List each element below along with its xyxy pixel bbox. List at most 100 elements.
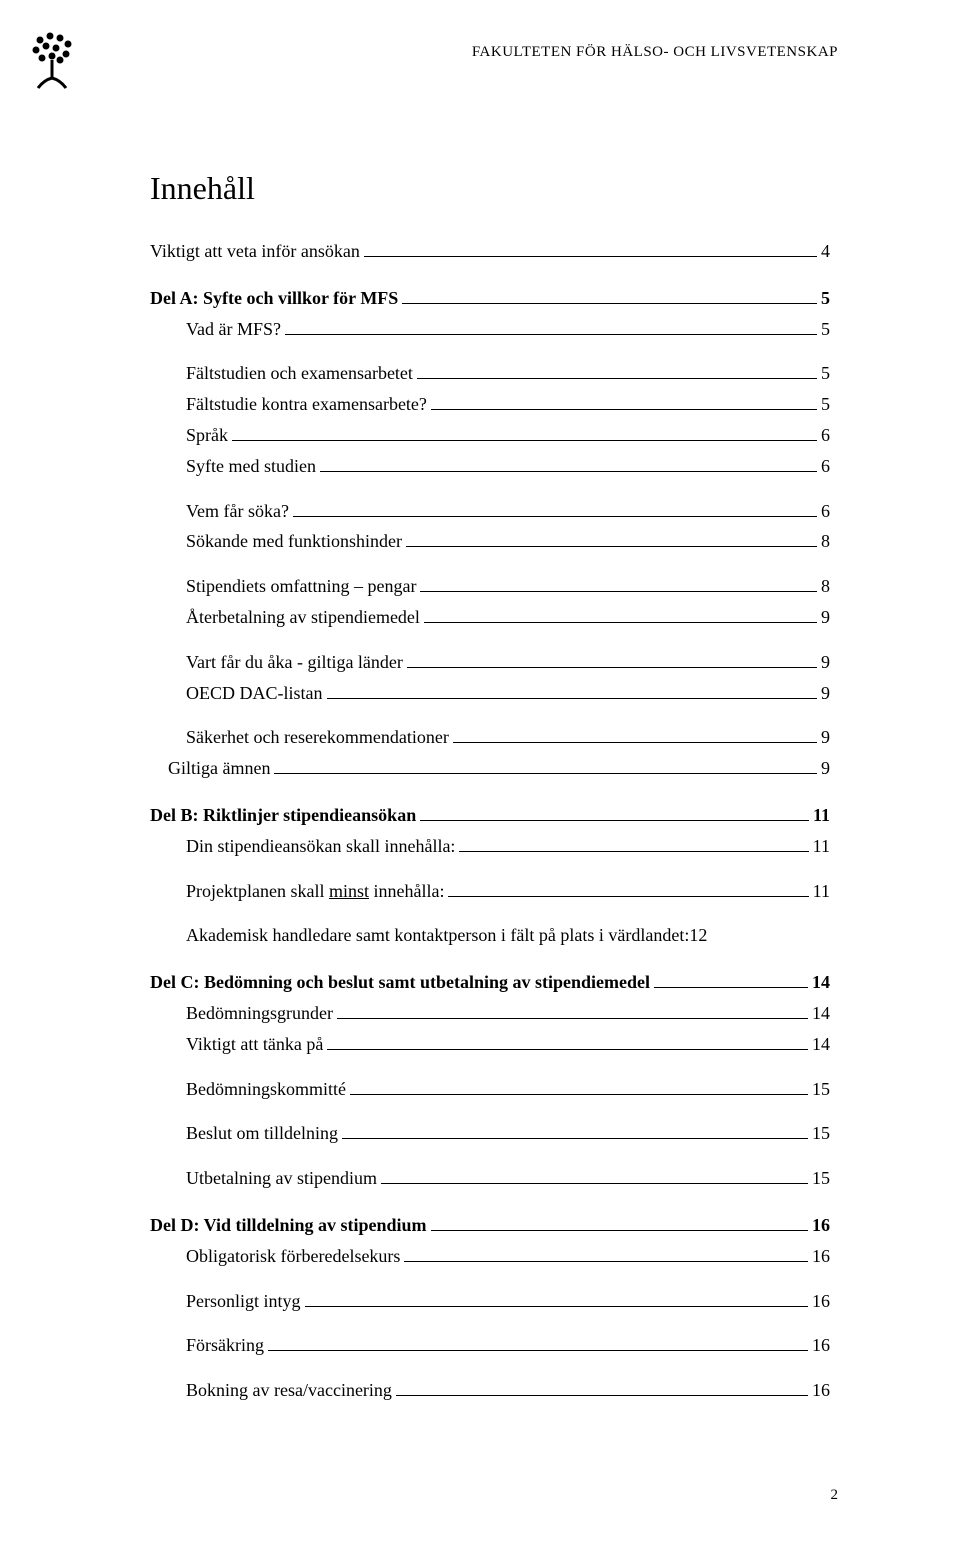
toc-label: Vem får söka? bbox=[186, 497, 289, 526]
toc-page: 9 bbox=[821, 679, 830, 708]
toc-entry: Personligt intyg16 bbox=[150, 1287, 830, 1316]
toc-leader bbox=[274, 773, 817, 774]
toc-entry: Vad är MFS? 5 bbox=[150, 315, 830, 344]
toc-label: Din stipendieansökan skall innehålla: bbox=[186, 832, 455, 861]
toc-entry: Fältstudie kontra examensarbete? 5 bbox=[150, 390, 830, 419]
toc-label: Återbetalning av stipendiemedel bbox=[186, 603, 420, 632]
toc-entry: Obligatorisk förberedelsekurs 16 bbox=[150, 1242, 830, 1271]
toc-page: 11 bbox=[813, 832, 830, 861]
toc-label: Del B: Riktlinjer stipendieansökan bbox=[150, 801, 416, 830]
toc-page: 5 bbox=[821, 359, 830, 388]
toc-page: 9 bbox=[821, 648, 830, 677]
toc-entry: Del C: Bedömning och beslut samt utbetal… bbox=[150, 968, 830, 997]
toc-page: 4 bbox=[821, 237, 830, 266]
toc-entry: Bokning av resa/vaccinering 16 bbox=[150, 1376, 830, 1405]
toc-page: 16 bbox=[812, 1242, 830, 1271]
toc-label: Språk bbox=[186, 421, 228, 450]
toc-page: 15 bbox=[812, 1164, 830, 1193]
page-number: 2 bbox=[831, 1487, 839, 1504]
toc-page: 11 bbox=[813, 801, 830, 830]
toc-page: 6 bbox=[821, 421, 830, 450]
page-header: FAKULTETEN FÖR HÄLSO- OCH LIVSVETENSKAP bbox=[472, 44, 838, 61]
toc-entry: Sökande med funktionshinder8 bbox=[150, 527, 830, 556]
toc-entry: Vem får söka?6 bbox=[150, 497, 830, 526]
toc-entry: Utbetalning av stipendium 15 bbox=[150, 1164, 830, 1193]
toc-entry: Del A: Syfte och villkor för MFS5 bbox=[150, 284, 830, 313]
toc-page: 16 bbox=[812, 1331, 830, 1360]
toc-page: 5 bbox=[821, 315, 830, 344]
toc-page: 9 bbox=[821, 603, 830, 632]
table-of-contents: Viktigt att veta inför ansökan 4 Del A: Sy… bbox=[150, 237, 830, 1405]
toc-leader bbox=[285, 334, 817, 335]
toc-label: Försäkring bbox=[186, 1331, 264, 1360]
toc-label: Stipendiets omfattning – pengar bbox=[186, 572, 416, 601]
toc-page: 6 bbox=[821, 452, 830, 481]
toc-page: 16 bbox=[812, 1211, 830, 1240]
toc-leader bbox=[459, 851, 808, 852]
toc-entry: Del D: Vid tilldelning av stipendium16 bbox=[150, 1211, 830, 1240]
toc-label: Del C: Bedömning och beslut samt utbetal… bbox=[150, 968, 650, 997]
toc-label: Beslut om tilldelning bbox=[186, 1119, 338, 1148]
toc-entry: Bedömningsgrunder14 bbox=[150, 999, 830, 1028]
toc-entry: Fältstudien och examensarbetet5 bbox=[150, 359, 830, 388]
toc-leader bbox=[402, 303, 817, 304]
toc-label: Vart får du åka - giltiga länder bbox=[186, 648, 403, 677]
toc-label: Fältstudie kontra examensarbete? bbox=[186, 390, 427, 419]
toc-leader bbox=[320, 471, 817, 472]
toc-label: Bedömningskommitté bbox=[186, 1075, 346, 1104]
toc-label: Vad är MFS? bbox=[186, 315, 281, 344]
toc-leader bbox=[381, 1183, 808, 1184]
toc-leader bbox=[350, 1094, 808, 1095]
toc-label: Del A: Syfte och villkor för MFS bbox=[150, 284, 398, 313]
toc-label: Viktigt att tänka på bbox=[186, 1030, 323, 1059]
toc-leader bbox=[305, 1306, 808, 1307]
toc-label: Bedömningsgrunder bbox=[186, 999, 333, 1028]
toc-page: 14 bbox=[812, 1030, 830, 1059]
toc-entry: Viktigt att tänka på 14 bbox=[150, 1030, 830, 1059]
toc-label: Bokning av resa/vaccinering bbox=[186, 1376, 392, 1405]
toc-leader bbox=[268, 1350, 808, 1351]
toc-page: 8 bbox=[821, 527, 830, 556]
toc-entry: Din stipendieansökan skall innehålla: 11 bbox=[150, 832, 830, 861]
page-title: Innehåll bbox=[150, 170, 830, 207]
toc-page: 16 bbox=[812, 1376, 830, 1405]
toc-entry: Återbetalning av stipendiemedel 9 bbox=[150, 603, 830, 632]
toc-leader bbox=[654, 987, 808, 988]
toc-label: Obligatorisk förberedelsekurs bbox=[186, 1242, 400, 1271]
toc-leader bbox=[407, 667, 817, 668]
toc-page: 14 bbox=[812, 968, 830, 997]
toc-leader bbox=[396, 1395, 808, 1396]
toc-leader bbox=[420, 820, 809, 821]
toc-entry: Språk 6 bbox=[150, 421, 830, 450]
university-logo-icon bbox=[28, 30, 80, 92]
toc-leader bbox=[406, 546, 817, 547]
toc-leader bbox=[232, 440, 817, 441]
toc-label: Syfte med studien bbox=[186, 452, 316, 481]
toc-leader bbox=[417, 378, 817, 379]
content-area: Innehåll Viktigt att veta inför ansökan 4… bbox=[150, 170, 830, 1407]
toc-entry: Beslut om tilldelning15 bbox=[150, 1119, 830, 1148]
toc-label: Säkerhet och reserekommendationer bbox=[186, 723, 449, 752]
toc-entry: Viktigt att veta inför ansökan 4 bbox=[150, 237, 830, 266]
toc-label: Akademisk handledare samt kontaktperson … bbox=[186, 921, 689, 950]
toc-entry: Försäkring 16 bbox=[150, 1331, 830, 1360]
toc-page: 8 bbox=[821, 572, 830, 601]
toc-leader bbox=[364, 256, 817, 257]
toc-label: Giltiga ämnen bbox=[168, 754, 270, 783]
toc-entry: Stipendiets omfattning – pengar 8 bbox=[150, 572, 830, 601]
toc-entry: Akademisk handledare samt kontaktperson … bbox=[150, 921, 830, 950]
toc-leader bbox=[327, 698, 818, 699]
toc-entry: Säkerhet och reserekommendationer9 bbox=[150, 723, 830, 752]
toc-page: 11 bbox=[813, 877, 830, 906]
toc-label: Utbetalning av stipendium bbox=[186, 1164, 377, 1193]
toc-page: 5 bbox=[821, 390, 830, 419]
toc-entry: Vart får du åka - giltiga länder 9 bbox=[150, 648, 830, 677]
toc-page: 15 bbox=[812, 1075, 830, 1104]
toc-entry: Del B: Riktlinjer stipendieansökan 11 bbox=[150, 801, 830, 830]
toc-leader bbox=[342, 1138, 808, 1139]
toc-label: Viktigt att veta inför ansökan bbox=[150, 237, 360, 266]
toc-entry: Giltiga ämnen9 bbox=[150, 754, 830, 783]
toc-entry: Syfte med studien 6 bbox=[150, 452, 830, 481]
toc-entry: Projektplanen skall minst innehålla:11 bbox=[150, 877, 830, 906]
toc-leader bbox=[420, 591, 817, 592]
